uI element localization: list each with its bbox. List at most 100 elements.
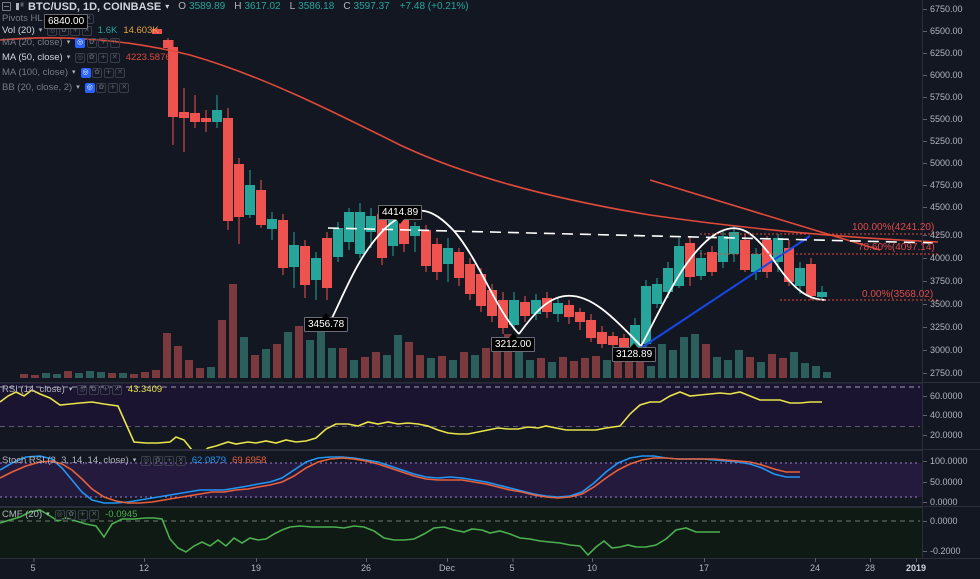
close-icon[interactable] bbox=[115, 67, 126, 78]
fib-label-0: 0.00%(3568.02) bbox=[862, 289, 934, 300]
price-scale[interactable]: 6750.00 6500.00 6250.00 6000.00 5750.00 … bbox=[922, 0, 980, 558]
legend-volume-value-2: 14.603K bbox=[123, 25, 159, 36]
legend-rsi[interactable]: RSI (14, close) ▾ 43.3409 bbox=[2, 384, 162, 395]
close-icon[interactable] bbox=[89, 509, 100, 520]
legend-stoch-rsi-label: Stoch RSI (3, 3, 14, 14, close) bbox=[2, 455, 129, 466]
time-tick: 24 bbox=[809, 558, 821, 573]
scale-tick: 5000.00 bbox=[923, 158, 980, 169]
volume-bars bbox=[20, 284, 831, 378]
legend-cmf-buttons[interactable] bbox=[54, 509, 100, 520]
scale-tick: 5250.00 bbox=[923, 136, 980, 147]
legend-stoch-rsi-k-value: 62.0879 bbox=[191, 455, 227, 466]
scale-tick: 6500.00 bbox=[923, 26, 980, 37]
chevron-down-icon[interactable]: ▾ bbox=[132, 457, 137, 464]
time-tick: 10 bbox=[586, 558, 598, 573]
scale-tick: 2750.00 bbox=[923, 368, 980, 379]
legend-stoch-rsi[interactable]: Stoch RSI (3, 3, 14, 14, close) ▾ 62.087… bbox=[2, 455, 266, 466]
time-tick: 19 bbox=[250, 558, 262, 573]
legend-rsi-buttons[interactable] bbox=[77, 384, 122, 395]
legend-ma-50-buttons[interactable] bbox=[75, 52, 120, 63]
eye-icon[interactable] bbox=[80, 67, 91, 78]
scale-tick: 5750.00 bbox=[923, 92, 980, 103]
legend-ma-50[interactable]: MA (50, close) ▾ 4223.5876 bbox=[2, 52, 171, 63]
scale-tick: 3500.00 bbox=[923, 299, 980, 310]
close-icon[interactable] bbox=[111, 384, 122, 395]
eye-icon[interactable] bbox=[54, 509, 65, 520]
gear-icon[interactable] bbox=[92, 67, 103, 78]
legend-pivots-hl[interactable]: Pivots HL (5, 5) bbox=[2, 13, 94, 24]
ohlc-close-value: 3597.37 bbox=[353, 1, 390, 12]
legend-ma-100-buttons[interactable] bbox=[80, 67, 126, 78]
chevron-down-icon[interactable]: ▾ bbox=[68, 386, 73, 393]
legend-cmf[interactable]: CMF (20) ▾ -0.0945 bbox=[2, 509, 137, 520]
scale-tick: 60.0000 bbox=[923, 391, 980, 402]
scale-tick: 4500.00 bbox=[923, 202, 980, 213]
ascending-support-trendline[interactable] bbox=[640, 235, 811, 349]
chevron-down-icon[interactable]: ▾ bbox=[66, 39, 71, 46]
chevron-down-icon[interactable]: ▾ bbox=[38, 27, 43, 34]
eye-icon[interactable] bbox=[75, 52, 86, 63]
legend-ma-100-label: MA (100, close) bbox=[2, 67, 68, 78]
dashed-resistance-line[interactable] bbox=[327, 227, 939, 244]
legend-ma-20-buttons[interactable] bbox=[75, 37, 120, 48]
close-icon[interactable] bbox=[175, 455, 186, 466]
legend-bb-buttons[interactable] bbox=[84, 82, 130, 93]
eye-icon[interactable] bbox=[77, 384, 88, 395]
legend-ma-100[interactable]: MA (100, close) ▾ bbox=[2, 67, 126, 78]
gear-icon[interactable] bbox=[66, 509, 77, 520]
ma50-line bbox=[0, 37, 939, 243]
collapse-icon[interactable] bbox=[2, 2, 11, 11]
legend-cmf-value: -0.0945 bbox=[105, 509, 138, 520]
plus-icon[interactable] bbox=[103, 67, 114, 78]
time-axis[interactable]: 5 12 19 26 Dec 5 10 17 24 28 2019 bbox=[0, 558, 980, 579]
scale-tick: 6750.00 bbox=[923, 4, 980, 15]
gear-icon[interactable] bbox=[86, 52, 97, 63]
pivot-arc-series bbox=[331, 209, 827, 347]
gear-icon[interactable] bbox=[88, 384, 99, 395]
pivot-tag-3128: 3128.89 bbox=[612, 343, 657, 362]
legend-ma-20[interactable]: MA (20, close) ▾ bbox=[2, 37, 120, 48]
time-tick-year: 2019 bbox=[905, 558, 927, 573]
descending-resistance-trendline[interactable] bbox=[649, 179, 881, 251]
legend-stoch-rsi-buttons[interactable] bbox=[141, 455, 186, 466]
plus-icon[interactable] bbox=[100, 384, 111, 395]
plus-icon[interactable] bbox=[164, 455, 175, 466]
gear-icon[interactable] bbox=[86, 37, 97, 48]
eye-icon[interactable] bbox=[141, 455, 152, 466]
plus-icon[interactable] bbox=[77, 509, 88, 520]
ohlc-low-label: L bbox=[289, 1, 296, 12]
scale-tick: 0.0000 bbox=[923, 497, 980, 508]
ohlc-open-label: O bbox=[178, 1, 187, 12]
scale-tick: 4000.00 bbox=[923, 253, 980, 264]
scale-tick: 5500.00 bbox=[923, 114, 980, 125]
close-icon[interactable] bbox=[119, 82, 130, 93]
chevron-down-icon[interactable]: ▾ bbox=[76, 84, 80, 91]
chevron-down-icon[interactable]: ▾ bbox=[66, 54, 71, 61]
legend-volume[interactable]: Vol (20) ▾ 1.6K 14.603K bbox=[2, 25, 159, 36]
plus-icon[interactable] bbox=[98, 52, 109, 63]
symbol-label[interactable]: BTC/USD, 1D, COINBASE bbox=[28, 0, 162, 13]
eye-icon[interactable] bbox=[84, 82, 95, 93]
symbol-chevron-down-icon[interactable]: ▾ bbox=[165, 2, 170, 11]
close-icon[interactable] bbox=[109, 52, 120, 63]
legend-bollinger-bands[interactable]: BB (20, close, 2) ▾ bbox=[2, 82, 130, 93]
chevron-down-icon[interactable]: ▾ bbox=[72, 69, 76, 76]
eye-icon[interactable] bbox=[75, 37, 86, 48]
gear-icon[interactable] bbox=[152, 455, 163, 466]
legend-ma-50-label: MA (50, close) bbox=[2, 52, 63, 63]
close-icon[interactable] bbox=[109, 37, 120, 48]
fib-label-786: 78.60%(4097.14) bbox=[858, 242, 935, 253]
chevron-down-icon[interactable]: ▾ bbox=[46, 511, 50, 518]
scale-tick: 3750.00 bbox=[923, 276, 980, 287]
legend-rsi-value: 43.3409 bbox=[127, 384, 163, 395]
time-tick: 28 bbox=[864, 558, 876, 573]
plus-icon[interactable] bbox=[107, 82, 118, 93]
gear-icon[interactable] bbox=[96, 82, 107, 93]
scale-tick: 40.0000 bbox=[923, 410, 980, 421]
legend-volume-value-1: 1.6K bbox=[97, 25, 118, 36]
scale-tick: -0.2000 bbox=[923, 546, 980, 557]
candlestick-icon[interactable] bbox=[15, 2, 24, 11]
pivot-tag-4414: 4414.89 bbox=[378, 205, 423, 224]
plus-icon[interactable] bbox=[98, 37, 109, 48]
